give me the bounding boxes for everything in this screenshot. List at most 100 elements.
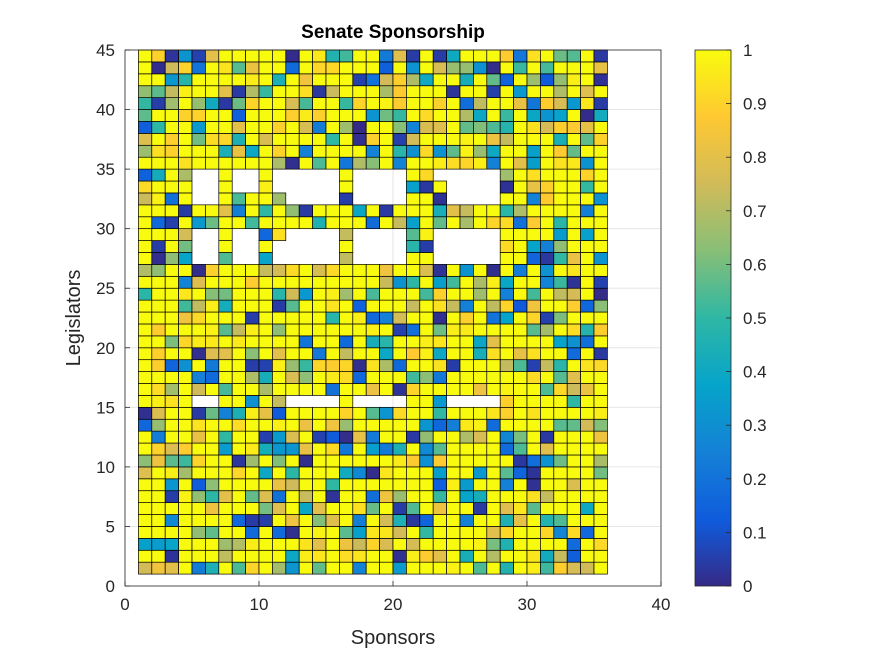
heatmap-cell [526,275,541,289]
heatmap-cell [379,514,394,527]
heatmap-cell [285,526,300,539]
heatmap-cell [138,514,153,527]
heatmap-cell [593,490,608,503]
heatmap-cell [285,133,300,146]
heatmap-cell [231,335,246,349]
heatmap-cell [205,85,220,98]
heatmap-cell [486,311,501,325]
heatmap-cell [432,204,447,218]
heatmap-cell [285,109,300,122]
heatmap-cell [325,359,340,372]
heatmap-cell [178,85,193,98]
heatmap-cell [392,538,407,551]
heatmap-cell [138,395,153,408]
heatmap-cell [218,490,233,503]
heatmap-cell [339,502,354,515]
heatmap-cell [580,406,595,420]
heatmap-cell [164,466,179,480]
heatmap-cell [205,383,220,396]
heatmap-cell [205,478,220,492]
heatmap-cell [205,371,220,384]
heatmap-cell [379,61,394,75]
heatmap-cell [499,430,514,444]
heatmap-cell [191,311,206,325]
heatmap-cell [406,61,421,75]
heatmap-cell [178,478,193,492]
heatmap-cell [540,323,555,337]
heatmap-cell [459,73,474,87]
heatmap-cell [566,454,581,468]
heatmap-cell [285,561,300,575]
heatmap-cell [151,526,166,539]
heatmap-cell [272,466,287,480]
heatmap-cell [285,264,300,277]
heatmap-cell [352,490,367,503]
heatmap-cell [258,335,273,349]
heatmap-cell [513,156,528,170]
heatmap-cell [164,538,179,551]
heatmap-cell [580,61,595,75]
heatmap-cell [272,383,287,396]
heatmap-cell [138,359,153,372]
heatmap-cell [325,335,340,349]
heatmap-cell [151,371,166,384]
heatmap-cell [164,275,179,289]
heatmap-cell [540,121,555,134]
heatmap-cell [513,109,528,122]
heatmap-cell [231,347,246,361]
heatmap-cell [540,49,555,63]
heatmap-cell [566,61,581,75]
heatmap-cell [164,526,179,539]
heatmap-cell [486,204,501,218]
heatmap-cell [205,418,220,432]
heatmap-cell [325,526,340,539]
heatmap-cell [593,85,608,98]
heatmap-cell [218,216,233,230]
heatmap-cell [446,335,461,349]
heatmap-cell [540,287,555,301]
heatmap-cell [392,406,407,420]
heatmap-cell [231,514,246,527]
heatmap-cell [419,406,434,420]
heatmap-cell [593,144,608,158]
heatmap-cell [553,406,568,420]
heatmap-cell [151,418,166,432]
heatmap-cell [245,85,260,98]
y-tick-label: 15 [96,398,115,417]
heatmap-cell [566,287,581,301]
heatmap-cell [138,85,153,98]
heatmap-cell [191,561,206,575]
heatmap-cell [526,430,541,444]
heatmap-cell [285,73,300,87]
heatmap-cell [245,383,260,396]
heatmap-cell [258,418,273,432]
heatmap-cell [298,85,313,98]
heatmap-cell [339,85,354,98]
heatmap-cell [459,442,474,456]
heatmap-cell [392,204,407,218]
heatmap-cell [379,144,394,158]
heatmap-cell [164,371,179,384]
heatmap-cell [298,73,313,87]
heatmap-cell [164,240,179,253]
heatmap-cell [379,97,394,110]
heatmap-cell [365,526,380,539]
heatmap-cell [151,73,166,87]
heatmap-cell [446,311,461,325]
heatmap-cell [526,133,541,146]
heatmap-cell [258,168,273,182]
heatmap-cell [553,299,568,313]
heatmap-cell [459,121,474,134]
heatmap-cell [540,311,555,325]
heatmap-cell [352,109,367,122]
heatmap-cell [339,240,354,253]
heatmap-cell [486,121,501,134]
heatmap-cell [593,514,608,527]
heatmap-cell [553,442,568,456]
heatmap-cell [593,275,608,289]
heatmap-cell [258,204,273,218]
heatmap-cell [553,109,568,122]
heatmap-cell [151,264,166,277]
heatmap-cell [526,156,541,170]
heatmap-cell [580,383,595,396]
